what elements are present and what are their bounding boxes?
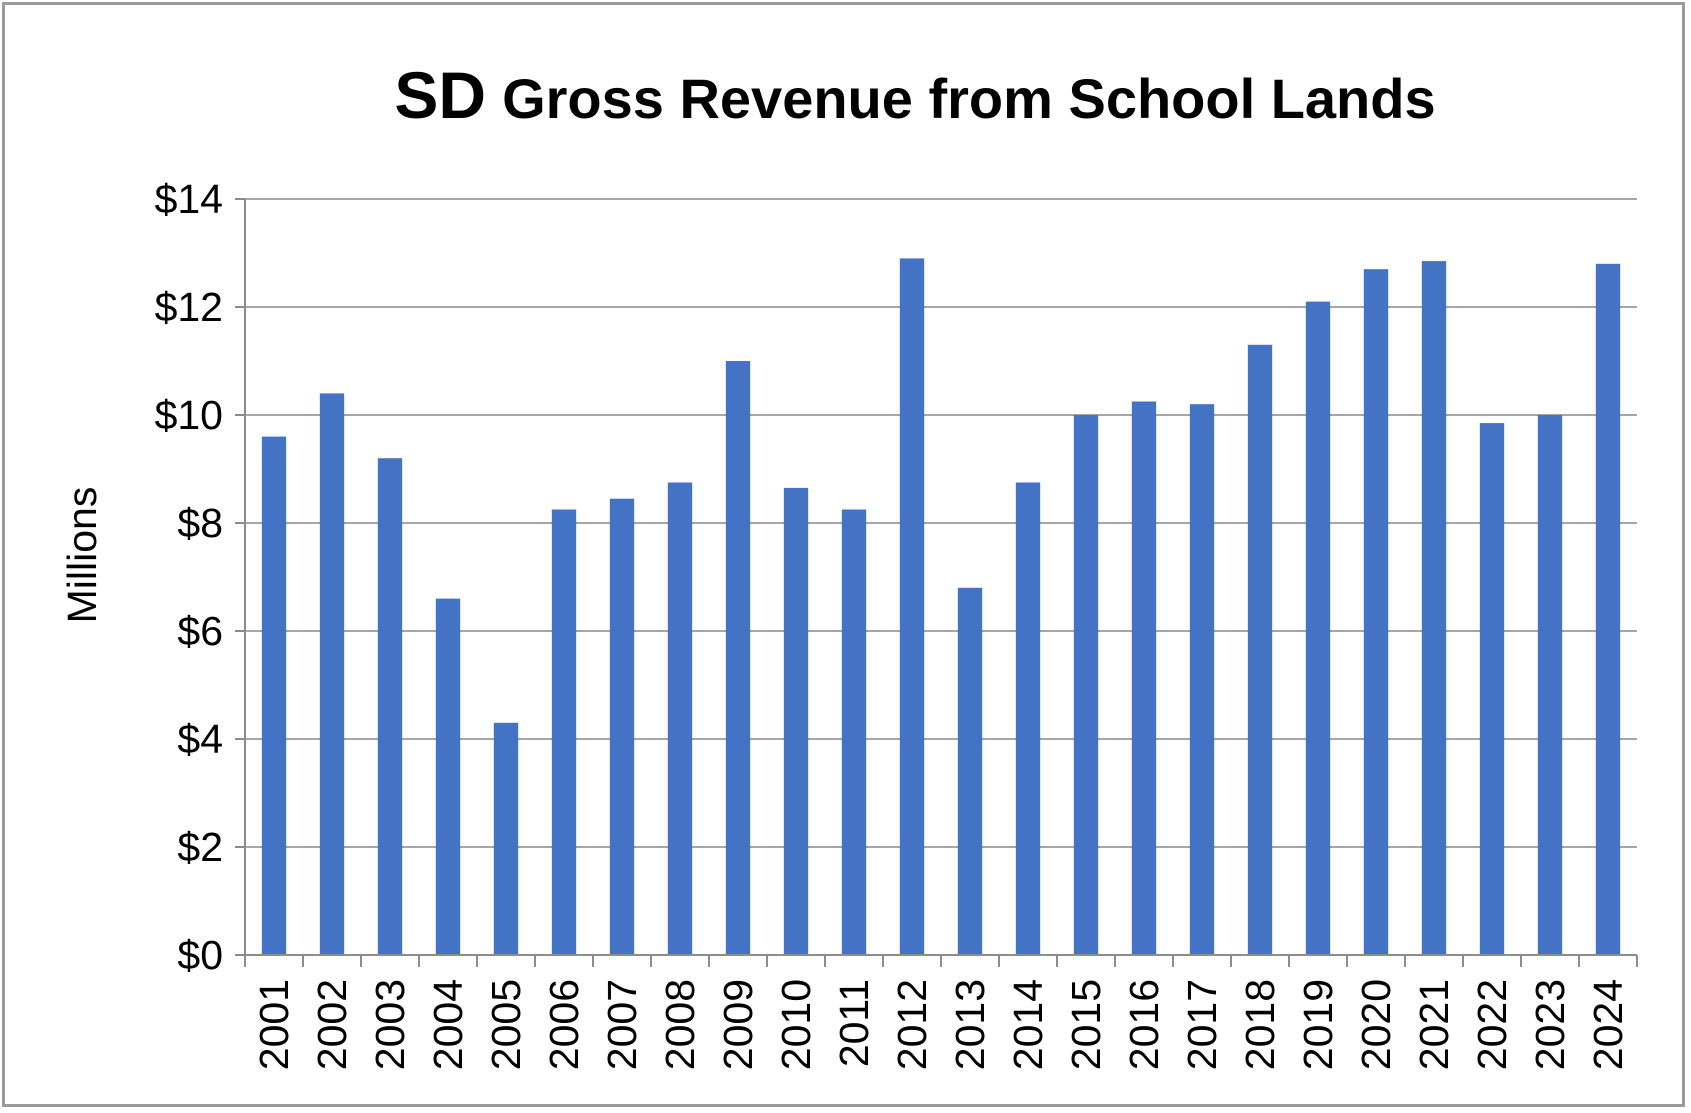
x-tick-label: 2011	[831, 979, 877, 1067]
bar-2016	[1131, 401, 1157, 955]
bar-2019	[1305, 301, 1331, 956]
bar-2013	[957, 587, 983, 955]
y-tick-label: $6	[177, 608, 223, 654]
y-tick-label: $4	[177, 716, 223, 762]
bar-2003	[377, 458, 403, 955]
gridlines	[245, 198, 1637, 848]
x-tick-label: 2016	[1121, 979, 1167, 1070]
bar-2004	[435, 598, 461, 955]
x-tick-label: 2022	[1469, 979, 1515, 1070]
bar-2020	[1363, 269, 1389, 955]
x-tick-label: 2012	[889, 979, 935, 1070]
y-tick-label: $8	[177, 500, 223, 546]
x-tick-label: 2005	[483, 979, 529, 1070]
x-tick-label: 2014	[1005, 979, 1051, 1070]
x-tick-label: 2018	[1237, 979, 1283, 1070]
y-tick-label: $12	[155, 284, 223, 330]
x-tick-label: 2006	[541, 979, 587, 1070]
bar-2022	[1479, 423, 1505, 956]
y-tick-label: $10	[155, 392, 223, 438]
bar-2001	[261, 436, 287, 956]
x-tick-labels: 2001 2002 2003 2004 2005 2006 2007 2008 2009 2010…	[251, 979, 1631, 1070]
bar-2011	[841, 509, 867, 955]
bars	[261, 258, 1621, 956]
bar-2015	[1073, 415, 1099, 955]
x-tick-label: 2001	[251, 979, 297, 1070]
x-tick-label: 2019	[1295, 979, 1341, 1070]
bar-2005	[493, 722, 519, 955]
y-tick-label: $2	[177, 824, 223, 870]
x-tick-label: 2004	[425, 979, 471, 1070]
x-tick-label: 2020	[1353, 979, 1399, 1070]
bar-2024	[1595, 263, 1621, 955]
x-tick-label: 2021	[1411, 979, 1457, 1070]
chart-title-prefix: SD	[394, 58, 486, 132]
bar-2014	[1015, 482, 1041, 955]
x-tick-label: 2003	[367, 979, 413, 1070]
x-tick-label: 2008	[657, 979, 703, 1070]
bar-2018	[1247, 344, 1273, 955]
bar-2009	[725, 361, 751, 955]
bar-2023	[1537, 415, 1563, 955]
chart-title-rest: Gross Revenue from School Lands	[502, 67, 1436, 130]
x-tick-label: 2024	[1585, 979, 1631, 1070]
bar-2006	[551, 509, 577, 955]
x-tick-label: 2010	[773, 979, 819, 1070]
bar-2008	[667, 482, 693, 955]
x-tick-label: 2013	[947, 979, 993, 1070]
bar-2012	[899, 258, 925, 955]
bar-2017	[1189, 404, 1215, 955]
x-tick-label: 2009	[715, 979, 761, 1070]
x-tick-label: 2017	[1179, 979, 1225, 1070]
chart-title: SD Gross Revenue from School Lands	[394, 58, 1435, 132]
bar-2021	[1421, 261, 1447, 956]
y-tick-label: $0	[177, 932, 223, 978]
bar-2007	[609, 498, 635, 955]
axes	[235, 198, 1638, 967]
x-tick-label: 2015	[1063, 979, 1109, 1070]
x-tick-label: 2023	[1527, 979, 1573, 1070]
y-tick-label: $14	[155, 176, 223, 222]
bar-2010	[783, 487, 809, 955]
bar-2002	[319, 393, 345, 955]
y-axis-label: Millions	[59, 487, 105, 624]
x-tick-label: 2007	[599, 979, 645, 1070]
x-tick-label: 2002	[309, 979, 355, 1070]
y-tick-labels: $0 $2 $4 $6 $8 $10 $12 $14	[155, 176, 223, 978]
